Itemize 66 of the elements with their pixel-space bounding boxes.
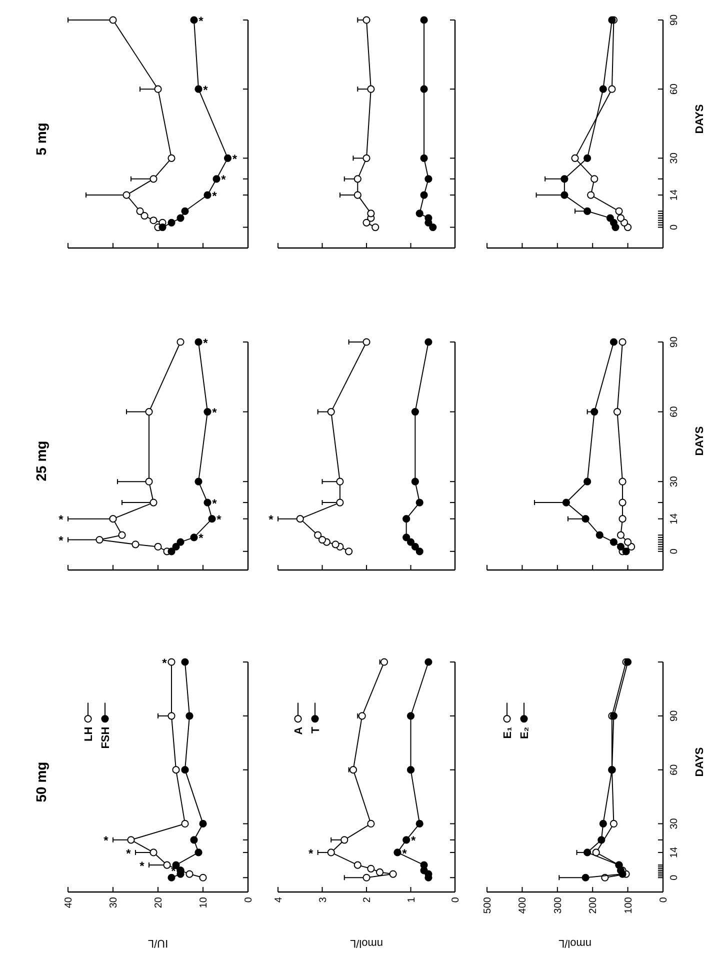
x-tick-label: 40 xyxy=(64,896,74,908)
y-axis-title: DAYS xyxy=(694,104,706,134)
x-tick-label: 10 xyxy=(198,896,210,908)
y-tick-label: 30 xyxy=(669,818,680,830)
y-tick-label: 90 xyxy=(669,14,680,26)
annotation: * xyxy=(410,834,416,848)
y-tick-label: 30 xyxy=(669,152,680,164)
y-tick-label: 0 xyxy=(669,224,680,230)
annotation: * xyxy=(198,531,204,546)
x-tick-label: 4 xyxy=(274,896,284,903)
text: 25 mg xyxy=(33,440,49,482)
annotation: * xyxy=(162,656,168,670)
legend-label: LH xyxy=(82,726,95,742)
annotation: * xyxy=(58,512,64,527)
text: 5 mg xyxy=(33,122,49,156)
annotation: * xyxy=(212,496,218,510)
annotation: * xyxy=(212,406,218,420)
legend-label: E₁ xyxy=(502,726,514,739)
y-tick-label: 30 xyxy=(669,476,680,488)
legend-label: FSH xyxy=(100,726,112,749)
annotation: * xyxy=(203,336,208,350)
y-tick-label: 14 xyxy=(669,846,680,858)
x-axis-title: IU/L xyxy=(148,937,168,949)
text: 50 mg xyxy=(33,762,49,802)
annotation: * xyxy=(402,846,408,860)
annotation: * xyxy=(216,512,222,527)
x-tick-label: 2 xyxy=(362,896,373,903)
x-tick-label: 20 xyxy=(154,896,164,908)
y-tick-label: 14 xyxy=(669,512,680,524)
legend-label: E₂ xyxy=(518,726,531,740)
y-tick-label: 14 xyxy=(669,189,680,201)
x-tick-label: 0 xyxy=(658,896,670,903)
legend-label: A xyxy=(292,726,305,735)
y-tick-label: 90 xyxy=(669,710,680,722)
x-tick-label: 300 xyxy=(552,896,564,914)
y-tick-label: 0 xyxy=(669,874,680,880)
annotation: * xyxy=(268,512,274,527)
x-tick-label: 1 xyxy=(406,896,418,903)
annotation: * xyxy=(212,188,218,203)
x-tick-label: 500 xyxy=(482,896,494,914)
annotation: * xyxy=(140,858,145,873)
x-tick-label: 30 xyxy=(108,896,120,908)
x-axis-title: nmol/L xyxy=(558,937,592,949)
y-tick-label: 60 xyxy=(669,406,680,418)
annotation: * xyxy=(232,152,238,166)
annotation: * xyxy=(203,82,208,97)
x-tick-label: 400 xyxy=(518,896,529,914)
y-axis-title: DAYS xyxy=(694,747,706,777)
y-tick-label: 90 xyxy=(669,336,680,348)
x-tick-label: 0 xyxy=(450,896,462,903)
y-axis-title: DAYS xyxy=(694,426,706,456)
x-tick-label: 3 xyxy=(318,896,329,903)
y-tick-label: 60 xyxy=(669,764,680,776)
x-tick-label: 0 xyxy=(244,896,254,903)
annotation: * xyxy=(308,846,314,860)
annotation: * xyxy=(58,534,64,548)
x-axis-title: nmol/L xyxy=(350,937,384,949)
legend-label: T xyxy=(310,726,322,734)
y-tick-label: 60 xyxy=(669,83,680,95)
annotation: * xyxy=(104,834,109,848)
x-tick-label: 200 xyxy=(588,896,600,914)
y-tick-label: 0 xyxy=(669,548,680,554)
x-tick-label: 100 xyxy=(623,896,634,914)
annotation: * xyxy=(126,846,132,860)
annotation: * xyxy=(221,172,226,187)
annotation: * xyxy=(198,14,204,28)
